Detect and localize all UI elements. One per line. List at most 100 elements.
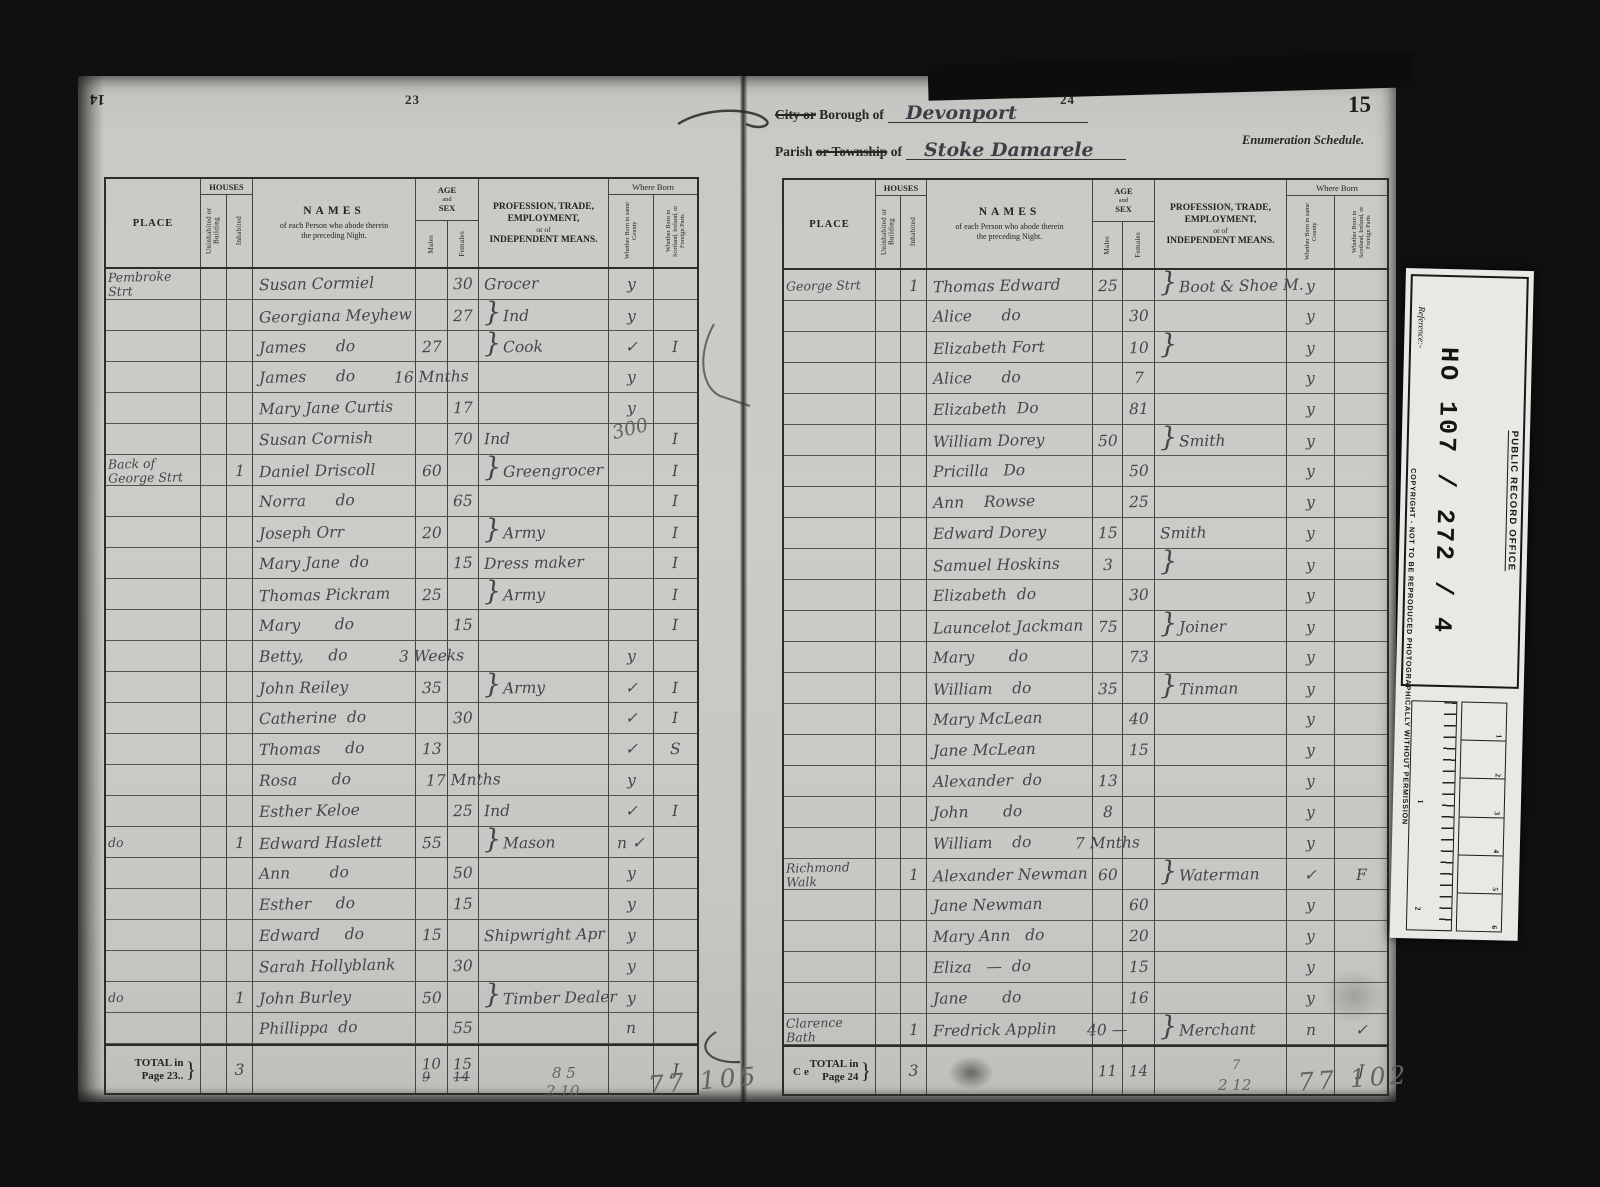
parish-struck-words: or Township <box>815 144 888 159</box>
cell-inhabited <box>901 735 927 765</box>
table-row: Clarence Bath 1 Fredrick Applin 40 —} Mercha… <box>784 1011 1387 1045</box>
cell-inhabited <box>901 828 927 858</box>
cell-age-male <box>416 703 448 733</box>
census-table-right: PLACE HOUSES Uninhabited or Building Inh… <box>782 178 1389 1096</box>
cell-age-male: 3 <box>1093 549 1123 580</box>
cell-born-county: y <box>1287 952 1335 982</box>
cell-born-county: y <box>1287 363 1335 393</box>
cell-age-male: 20 <box>416 517 448 548</box>
household-brace: } <box>1159 855 1178 888</box>
table-row: do 1 Edward Haslett 55} Mason n ✓ <box>106 823 697 858</box>
col-header-age-sex: AGE and SEX <box>1093 180 1155 222</box>
table-row: William do 7 Mnths y <box>784 828 1387 859</box>
cell-profession <box>1155 766 1287 796</box>
cell-age-female: 25 <box>1123 487 1155 517</box>
cell-uninhabited <box>876 921 901 951</box>
cell-age-female: 15 <box>448 889 479 919</box>
cell-profession <box>479 1013 609 1043</box>
cell-born-other <box>1335 642 1387 672</box>
cell-uninhabited <box>201 765 227 795</box>
table-header: PLACE HOUSES Uninhabited or Building Inh… <box>784 180 1387 270</box>
cell-born-county: n <box>609 1013 654 1043</box>
reference-word: Reference:- <box>1416 306 1428 349</box>
cell-profession: } Army <box>479 576 609 610</box>
total-mark: J <box>672 1060 679 1079</box>
cell-inhabited <box>901 921 927 951</box>
parish-line: Parish or Township of Stoke Damarele <box>775 139 1135 161</box>
cell-place <box>106 393 201 423</box>
total-females: 14 <box>1123 1047 1155 1094</box>
household-brace: } <box>483 513 502 546</box>
cell-inhabited <box>227 548 253 578</box>
cell-inhabited: 1 <box>227 982 253 1013</box>
col-header-houses: HOUSES <box>201 179 253 195</box>
table-row: Mary do 15 I <box>106 610 697 641</box>
cell-age-male: 40 — <box>1087 1014 1128 1045</box>
total-label: TOTAL in Page 24 } <box>784 1047 876 1094</box>
cell-born-county <box>609 486 654 516</box>
cell-place <box>106 579 201 610</box>
table-row: James do 16 Mnths y <box>106 362 697 393</box>
cell-place <box>106 951 201 981</box>
folio-number: 15 <box>1348 92 1371 117</box>
table-row: Samuel Hoskins 3} y <box>784 546 1387 580</box>
cell-age-female <box>1123 518 1155 548</box>
household-brace: } <box>483 823 502 856</box>
cell-age-female: 10 <box>1123 332 1155 363</box>
cell-age-female: 15 <box>448 548 479 578</box>
cell-name: John Reiley <box>253 672 416 703</box>
cell-age-female: 73 <box>1123 642 1155 672</box>
cell-place: Back of George Strt <box>106 455 201 486</box>
cell-born-other: I <box>672 708 679 728</box>
table-row: Phillippa do 55 n <box>106 1013 697 1044</box>
cell-born-other <box>1335 797 1387 827</box>
cell-name: Jane do <box>927 983 1093 1013</box>
cell-inhabited <box>901 363 927 393</box>
cell-place <box>784 518 876 548</box>
borough-struck-word: City or <box>775 107 816 122</box>
cell-profession: } Waterman <box>1155 855 1287 890</box>
col-header-females: Females <box>1123 222 1155 268</box>
cell-profession: } Ind <box>479 297 609 331</box>
col-header-profession: PROFESSION, TRADE, EMPLOYMENT, or of INDEP… <box>1155 180 1287 268</box>
table-row: Esther Keloe 25 Ind ✓ I <box>106 796 697 827</box>
table-row: Pembroke Strt Susan Cormiel 30 Grocer y <box>106 269 697 300</box>
cell-age-male <box>1093 332 1123 363</box>
cell-born-other: S <box>670 739 681 759</box>
cell-uninhabited <box>201 610 227 640</box>
cell-inhabited <box>227 858 253 888</box>
borough-rule: Devonport <box>887 102 1088 124</box>
cell-inhabited <box>227 486 253 516</box>
cell-age-female <box>448 672 479 703</box>
cell-place <box>784 642 876 672</box>
cell-place <box>106 300 201 331</box>
cell-age-female <box>1123 549 1155 580</box>
cell-born-other <box>1335 921 1387 951</box>
cell-born-other <box>1335 580 1387 610</box>
table-row: John Reiley 35} Army ✓ I <box>106 669 697 703</box>
cell-profession <box>1155 921 1287 951</box>
household-brace: } <box>483 978 502 1011</box>
cell-age-female: 15 <box>1123 735 1155 765</box>
cell-place <box>784 983 876 1013</box>
cell-inhabited <box>901 704 927 734</box>
cell-age-female <box>448 734 479 764</box>
cell-age-male <box>416 765 448 795</box>
household-brace: } <box>1159 669 1178 702</box>
cell-born-other <box>1335 301 1387 331</box>
col-header-born-county: Whether Born in same County <box>609 195 654 267</box>
cell-place <box>784 673 876 704</box>
cell-born-county: y <box>609 300 654 331</box>
cell-name: Daniel Driscoll <box>253 455 416 486</box>
cell-born-county: y <box>1287 704 1335 734</box>
cell-inhabited <box>227 920 253 950</box>
table-row: Ann do 50 y <box>106 858 697 889</box>
col-header-names: NAMES of each Person who abode therein t… <box>253 179 416 267</box>
cell-age-male <box>416 269 448 299</box>
cell-age-male: 8 <box>1093 797 1123 827</box>
enumeration-schedule-label: Enumeration Schedule. <box>1242 133 1365 147</box>
col-header-age-sex: AGE and SEX <box>416 179 479 221</box>
cell-profession <box>479 858 609 888</box>
cell-uninhabited <box>201 827 227 858</box>
table-row: Back of George Strt 1 Daniel Driscoll 60} Gr… <box>106 452 697 486</box>
